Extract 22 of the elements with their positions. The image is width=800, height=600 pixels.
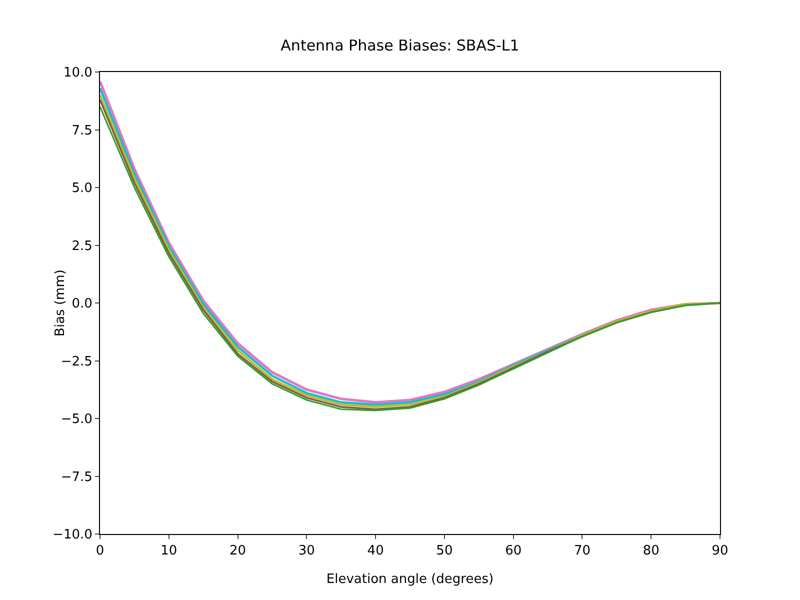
y-axis-title: Bias (mm): [53, 270, 68, 336]
y-tick-label: −7.5: [60, 470, 92, 485]
x-tick-label: 0: [96, 544, 104, 559]
y-tick-label: −10.0: [52, 528, 92, 543]
y-tick-label: 5.0: [72, 181, 92, 196]
x-tick-label: 30: [298, 544, 315, 559]
x-tick-label: 40: [367, 544, 384, 559]
y-tick-label: −5.0: [60, 412, 92, 428]
x-tick-label: 90: [712, 544, 728, 559]
y-tick-label: 0.0: [72, 296, 92, 312]
x-tick-label: 10: [160, 544, 178, 559]
y-tick-label: 7.5: [72, 123, 92, 138]
x-axis-title: Elevation angle (degrees): [326, 572, 494, 587]
x-tick-label: 60: [505, 544, 522, 559]
x-tick-label: 80: [642, 544, 660, 559]
y-tick-label: 10.0: [63, 66, 92, 81]
y-tick-label: 2.5: [72, 238, 92, 254]
x-tick-label: 20: [230, 544, 246, 559]
x-tick-label: 70: [574, 544, 590, 559]
chart-title: Antenna Phase Biases: SBAS-L1: [280, 36, 520, 54]
x-tick-label: 50: [436, 544, 453, 559]
y-tick-label: −2.5: [60, 354, 92, 370]
